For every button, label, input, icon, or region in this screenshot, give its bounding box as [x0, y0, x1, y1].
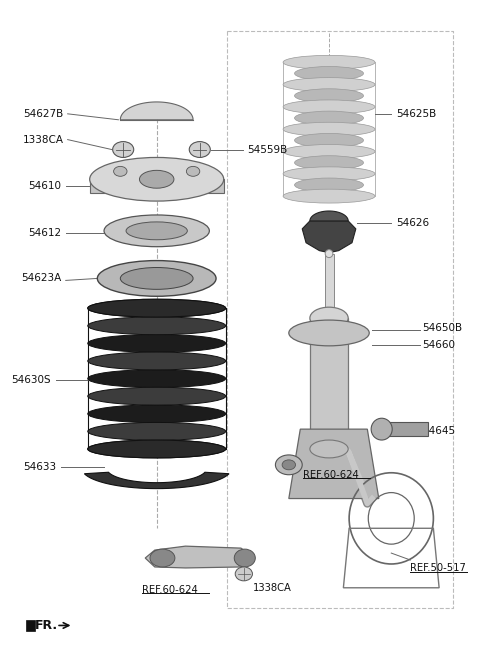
Ellipse shape [150, 549, 175, 567]
Bar [310, 318, 348, 449]
Ellipse shape [88, 369, 226, 388]
Ellipse shape [90, 157, 224, 201]
Ellipse shape [97, 260, 216, 297]
Ellipse shape [295, 178, 363, 192]
Text: 54650B: 54650B [422, 323, 462, 333]
Ellipse shape [371, 419, 392, 440]
Ellipse shape [88, 335, 226, 352]
Bar [382, 422, 428, 436]
Ellipse shape [283, 122, 375, 136]
Text: 54660: 54660 [422, 340, 455, 350]
Polygon shape [145, 546, 254, 568]
Ellipse shape [295, 133, 363, 148]
Polygon shape [289, 429, 379, 499]
Ellipse shape [88, 317, 226, 335]
Text: 54625B: 54625B [396, 109, 436, 119]
Ellipse shape [295, 66, 363, 81]
Ellipse shape [325, 250, 333, 258]
Ellipse shape [234, 549, 255, 567]
Ellipse shape [282, 460, 296, 470]
Ellipse shape [283, 55, 375, 70]
Text: REF.50-517: REF.50-517 [410, 563, 466, 573]
Ellipse shape [88, 405, 226, 422]
Ellipse shape [88, 440, 226, 458]
Ellipse shape [295, 89, 363, 103]
Text: 54633: 54633 [23, 462, 56, 472]
Ellipse shape [283, 167, 375, 181]
Ellipse shape [276, 455, 302, 475]
Ellipse shape [283, 144, 375, 159]
Text: 54630S: 54630S [11, 375, 50, 384]
Text: 54612: 54612 [28, 228, 61, 238]
Polygon shape [302, 221, 356, 253]
Ellipse shape [283, 100, 375, 114]
Text: REF.60-624: REF.60-624 [303, 470, 359, 480]
Ellipse shape [114, 167, 127, 176]
Ellipse shape [235, 567, 252, 581]
Ellipse shape [310, 440, 348, 458]
Text: 54645: 54645 [422, 426, 455, 436]
Bar [25, 619, 35, 632]
Bar [325, 254, 334, 320]
Ellipse shape [88, 387, 226, 405]
Text: 54623A: 54623A [21, 274, 61, 283]
Ellipse shape [295, 111, 363, 125]
Ellipse shape [88, 299, 226, 317]
Ellipse shape [283, 189, 375, 203]
Ellipse shape [295, 155, 363, 170]
Ellipse shape [113, 142, 134, 157]
Polygon shape [90, 179, 224, 193]
Ellipse shape [120, 268, 193, 289]
Polygon shape [120, 102, 193, 120]
Ellipse shape [88, 440, 226, 458]
Text: 1338CA: 1338CA [252, 583, 291, 593]
Polygon shape [84, 472, 229, 489]
Ellipse shape [289, 320, 369, 346]
Ellipse shape [126, 222, 187, 239]
Text: 54626: 54626 [396, 218, 429, 228]
Ellipse shape [310, 307, 348, 329]
Text: 1338CA: 1338CA [23, 134, 64, 144]
Text: 54627B: 54627B [24, 109, 64, 119]
Ellipse shape [88, 422, 226, 440]
Polygon shape [310, 211, 348, 221]
Ellipse shape [189, 142, 210, 157]
Text: REF.60-624: REF.60-624 [143, 584, 198, 595]
Ellipse shape [186, 167, 200, 176]
Text: 54610: 54610 [28, 181, 61, 191]
Ellipse shape [88, 299, 226, 317]
Ellipse shape [104, 215, 209, 247]
Text: FR.: FR. [35, 619, 58, 632]
Text: 54559B: 54559B [248, 144, 288, 155]
Ellipse shape [283, 77, 375, 92]
Ellipse shape [88, 352, 226, 370]
Ellipse shape [140, 171, 174, 188]
